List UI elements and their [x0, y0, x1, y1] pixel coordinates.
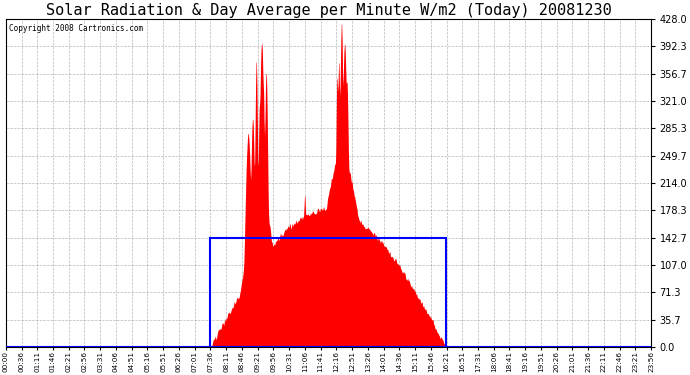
- Bar: [210, 238, 446, 347]
- Text: Copyright 2008 Cartronics.com: Copyright 2008 Cartronics.com: [9, 24, 143, 33]
- Title: Solar Radiation & Day Average per Minute W/m2 (Today) 20081230: Solar Radiation & Day Average per Minute…: [46, 3, 611, 18]
